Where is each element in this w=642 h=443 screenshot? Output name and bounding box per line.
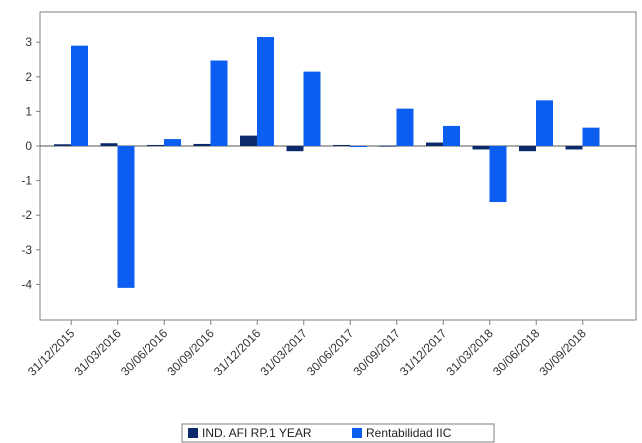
bar-ind-afi-11 [565,146,583,150]
bars [54,37,600,288]
bar-rentabilidad-6 [350,146,367,147]
x-tick-label: 30/06/2016 [118,326,171,379]
bar-ind-afi-4 [240,135,257,146]
bar-ind-afi-1 [100,143,118,146]
y-tick-label: 0 [25,139,32,153]
x-tick-label: 31/03/2018 [444,326,497,379]
bar-ind-afi-2 [147,144,164,146]
bar-rentabilidad-3 [210,60,228,147]
bar-rentabilidad-7 [396,108,414,146]
bar-rentabilidad-5 [303,71,321,146]
y-tick-label: 2 [25,70,32,84]
x-tick-labels: 31/12/201531/03/201630/06/201630/09/2016… [25,326,589,379]
y-tick-label: -3 [21,243,32,257]
x-tick-label: 31/12/2017 [397,326,450,379]
x-tick-label: 31/03/2017 [258,326,311,379]
x-tick-label: 30/09/2016 [165,326,218,379]
x-tick-label: 30/06/2017 [304,326,357,379]
y-tick-label: 3 [25,35,32,49]
legend-swatch [352,428,362,438]
y-tick-label: -4 [21,277,32,291]
y-tick-labels: 3 2 1 0 -1 -2 -3 -4 [21,35,32,291]
x-tick-label: 30/06/2018 [490,326,543,379]
x-tick-label: 31/12/2015 [25,326,78,379]
y-tick-label: 1 [25,104,32,118]
legend-label: IND. AFI RP.1 YEAR [202,426,312,440]
x-tick-label: 30/09/2018 [537,326,590,379]
bar-ind-afi-7 [379,145,397,147]
bar-ind-afi-0 [54,144,71,146]
bar-ind-afi-3 [193,143,211,146]
legend-swatch [188,428,198,438]
legend: IND. AFI RP.1 YEAR Rentabilidad IIC [181,423,495,443]
bar-ind-afi-10 [519,146,536,152]
bar-rentabilidad-9 [489,146,507,203]
y-tick-label: -1 [21,174,32,188]
legend-label: Rentabilidad IIC [366,426,452,440]
bar-rentabilidad-10 [536,100,553,146]
x-tick-label: 30/09/2017 [351,326,404,379]
legend-box [181,423,495,443]
bar-rentabilidad-4 [257,37,274,147]
bar-rentabilidad-11 [582,127,600,146]
y-tick-label: -2 [21,208,32,222]
bar-rentabilidad-8 [443,125,460,146]
bar-ind-afi-9 [472,146,490,150]
x-tick-label: 31/12/2016 [211,326,264,379]
plot-frame [39,11,637,321]
bar-rentabilidad-0 [71,45,88,146]
bar-ind-afi-6 [333,144,350,146]
x-tick-label: 31/03/2016 [72,326,125,379]
bar-ind-afi-5 [286,146,304,152]
bar-rentabilidad-2 [164,139,181,146]
bar-rentabilidad-1 [117,146,135,288]
bar-ind-afi-8 [426,142,443,146]
